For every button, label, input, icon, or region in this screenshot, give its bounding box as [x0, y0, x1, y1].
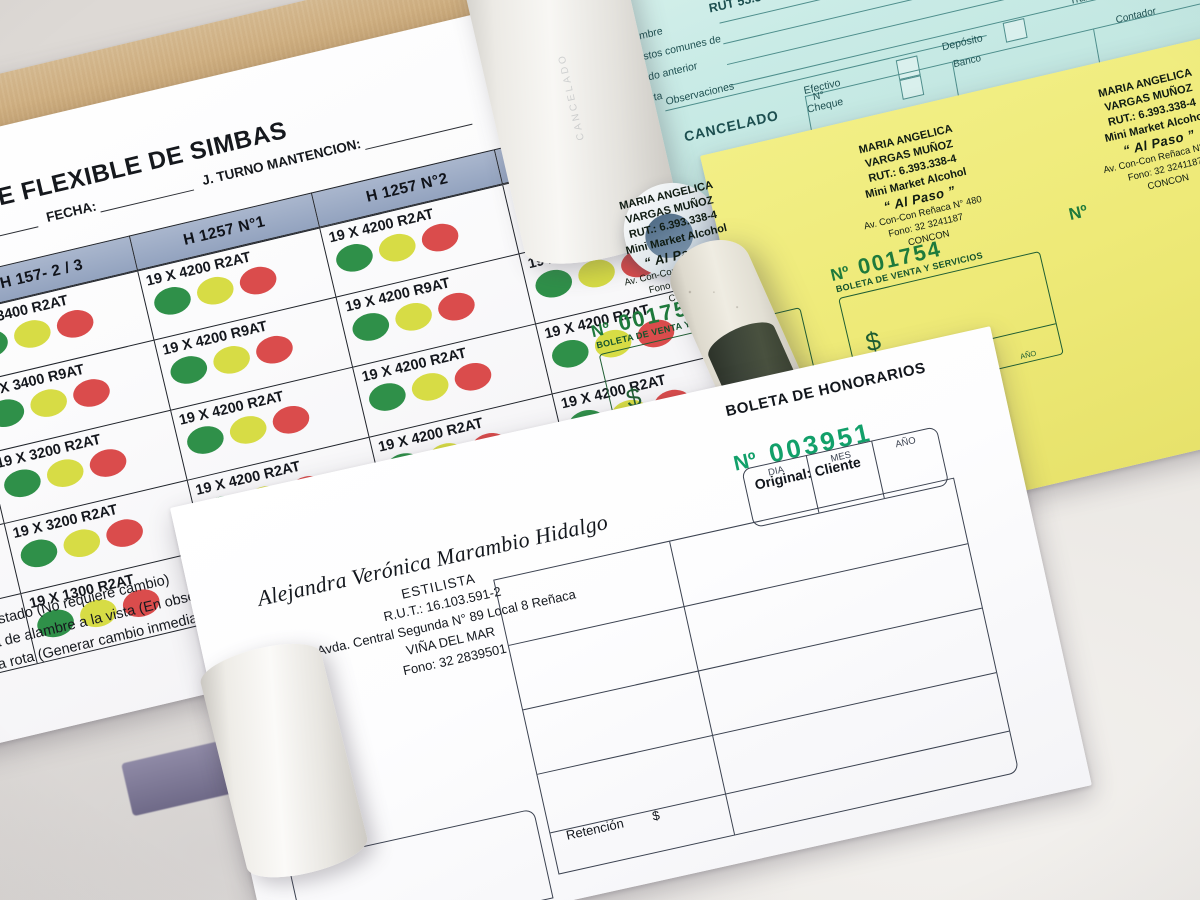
- dot-yellow[interactable]: [27, 385, 70, 421]
- dot-yellow[interactable]: [11, 316, 54, 352]
- dot-yellow[interactable]: [43, 455, 87, 491]
- dot-green[interactable]: [167, 352, 210, 388]
- teal-checkbox-deposito[interactable]: [1002, 18, 1028, 43]
- dot-red[interactable]: [236, 263, 279, 299]
- dot-green[interactable]: [0, 326, 11, 362]
- dot-red[interactable]: [70, 375, 113, 411]
- field-fecha-label: FECHA:: [44, 198, 98, 225]
- dot-yellow[interactable]: [409, 369, 452, 405]
- dot-red[interactable]: [435, 289, 478, 324]
- grid-line-h3: [537, 672, 997, 775]
- dot-red[interactable]: [252, 332, 296, 368]
- dot-red[interactable]: [103, 515, 146, 551]
- dot-yellow[interactable]: [193, 273, 237, 309]
- dot-red[interactable]: [419, 220, 462, 255]
- dot-green[interactable]: [150, 283, 194, 319]
- dot-green[interactable]: [366, 379, 409, 415]
- yellow-2-ano[interactable]: AÑO: [988, 324, 1063, 370]
- dot-green[interactable]: [333, 240, 376, 276]
- dot-green[interactable]: [17, 535, 60, 571]
- dot-yellow[interactable]: [376, 230, 419, 266]
- yellow-3-number-label: Nº: [1067, 201, 1090, 225]
- dot-yellow[interactable]: [210, 342, 253, 378]
- dot-yellow[interactable]: [60, 525, 103, 561]
- dot-green[interactable]: [0, 395, 27, 431]
- dot-red[interactable]: [269, 402, 312, 438]
- dot-green[interactable]: [183, 422, 227, 458]
- dot-green[interactable]: [1, 465, 44, 501]
- field-equipo-rule[interactable]: [0, 225, 39, 255]
- grid-line-h2: [522, 607, 983, 711]
- dot-red[interactable]: [452, 359, 495, 395]
- yellow-3-header: MARIA ANGELICA VARGAS MUÑOZ RUT.: 6.393.…: [1029, 50, 1200, 216]
- dot-yellow[interactable]: [226, 412, 269, 448]
- dot-red[interactable]: [86, 445, 129, 481]
- dot-yellow[interactable]: [392, 299, 436, 335]
- dot-red[interactable]: [53, 306, 97, 342]
- field-fecha-rule[interactable]: [100, 188, 195, 213]
- dot-green[interactable]: [350, 309, 393, 345]
- grid-line-v1: [668, 541, 735, 835]
